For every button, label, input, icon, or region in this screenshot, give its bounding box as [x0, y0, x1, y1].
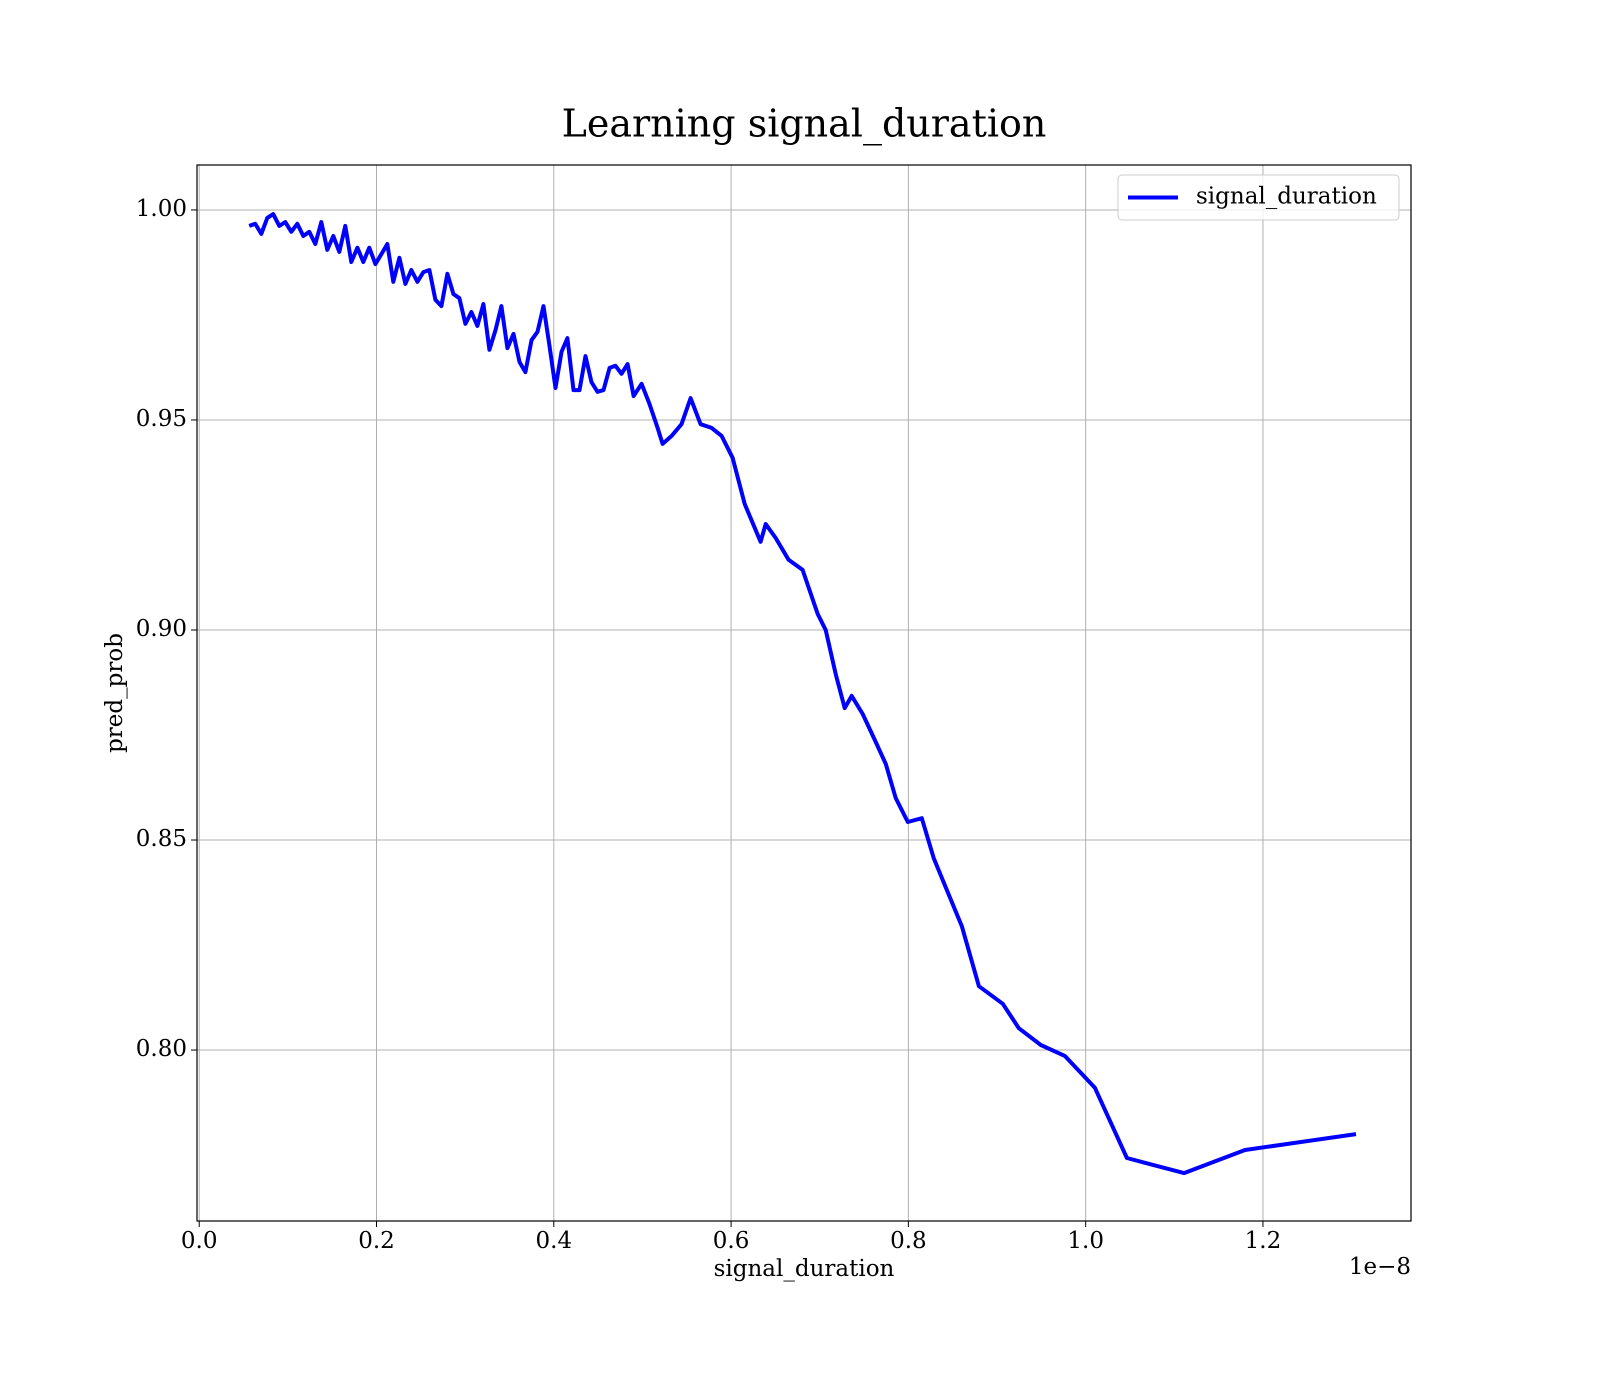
x-offset-label: 1e−8 — [1349, 1254, 1411, 1280]
x-tick-label: 0.2 — [358, 1228, 395, 1254]
x-tick-label: 0.4 — [536, 1228, 573, 1254]
x-tick-label: 0.8 — [890, 1228, 927, 1254]
y-tick-label: 0.85 — [136, 826, 187, 852]
legend-label: signal_duration — [1196, 184, 1377, 210]
legend-box — [1117, 174, 1400, 221]
x-tick-label: 1.0 — [1067, 1228, 1104, 1254]
y-tick-label: 0.90 — [136, 616, 187, 642]
x-tick-label: 1.2 — [1245, 1228, 1282, 1254]
x-axis-label: signal_duration — [714, 1256, 895, 1282]
y-axis-label: pred_prob — [102, 633, 128, 753]
y-tick-label: 0.80 — [136, 1036, 187, 1062]
plot-frame — [196, 164, 1412, 1222]
y-tick-label: 1.00 — [136, 196, 187, 222]
x-tick-label: 0.0 — [181, 1228, 218, 1254]
x-tick-label: 0.6 — [713, 1228, 750, 1254]
chart-title: Learning signal_duration — [562, 102, 1047, 147]
y-tick-label: 0.95 — [136, 406, 187, 432]
data-line — [248, 212, 1357, 1176]
